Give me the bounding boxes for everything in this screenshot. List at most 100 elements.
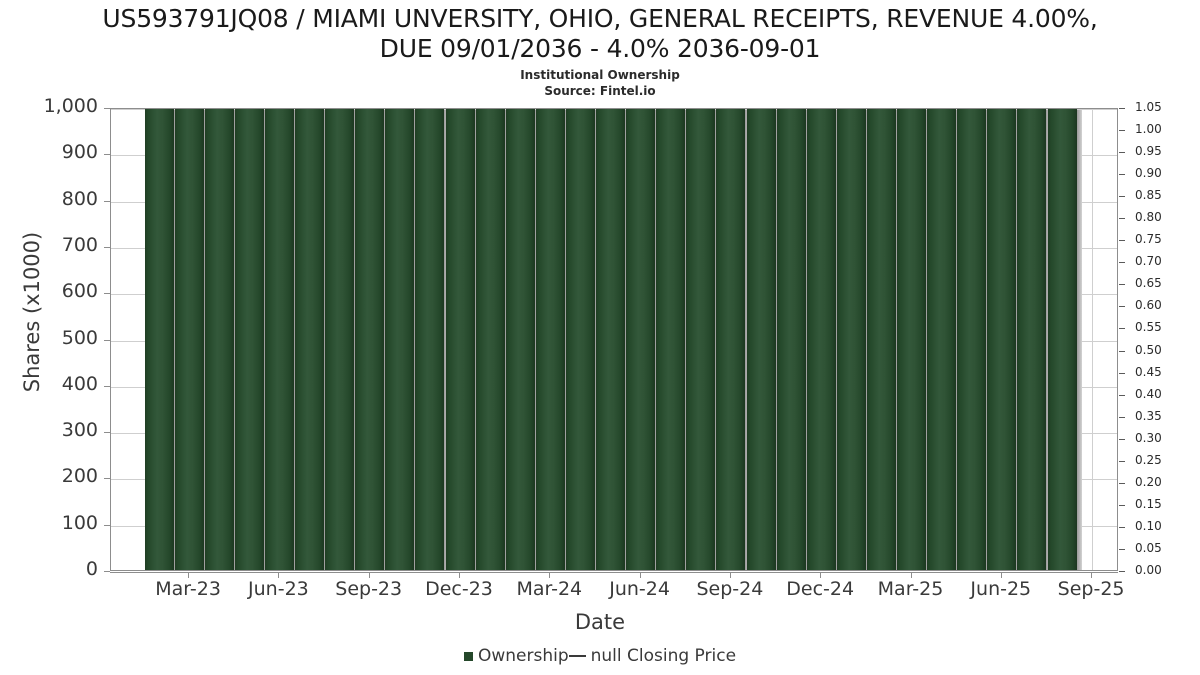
y-axis-label-left: Shares (x1000) bbox=[20, 231, 44, 393]
legend-label-closing-price: null Closing Price bbox=[590, 646, 737, 666]
y-axis-tickmark-right bbox=[1119, 328, 1125, 330]
x-axis-label: Date bbox=[574, 610, 626, 634]
bar[interactable] bbox=[777, 109, 811, 570]
y-axis-tickmark-right bbox=[1119, 394, 1125, 396]
y-axis-tick-right: 0.85 bbox=[1135, 188, 1162, 203]
y-axis-tick-left: 0 bbox=[85, 558, 98, 580]
bar[interactable] bbox=[235, 109, 269, 570]
x-axis-tick: Dec-23 bbox=[425, 578, 493, 600]
chart-legend: Ownership null Closing Price bbox=[0, 646, 1200, 666]
y-axis-tick-right: 0.90 bbox=[1135, 166, 1162, 181]
y-axis-tickmark-right bbox=[1119, 504, 1125, 506]
y-axis-tickmark-right bbox=[1119, 108, 1125, 109]
bar[interactable] bbox=[415, 109, 449, 570]
x-axis-tick: Jun-25 bbox=[970, 578, 1032, 600]
y-axis-tick-left: 500 bbox=[61, 326, 98, 349]
x-axis-tickmark bbox=[729, 572, 731, 578]
bar[interactable] bbox=[807, 109, 841, 570]
x-axis-tick: Jun-24 bbox=[609, 578, 670, 600]
y-axis-tickmark-left bbox=[104, 524, 110, 526]
bar[interactable] bbox=[265, 109, 299, 570]
y-axis-tick-right: 0.40 bbox=[1135, 386, 1162, 401]
y-axis-tick-left: 900 bbox=[61, 141, 98, 164]
y-axis-tick-left: 600 bbox=[61, 280, 98, 303]
bar[interactable] bbox=[476, 109, 510, 570]
y-axis-tickmark-left bbox=[104, 478, 110, 480]
y-axis-tick-left: 800 bbox=[61, 187, 98, 210]
bar[interactable] bbox=[686, 109, 720, 570]
y-axis-tickmark-left bbox=[104, 339, 110, 341]
x-axis-tick: Sep-23 bbox=[335, 578, 403, 600]
y-axis-tick-right: 0.75 bbox=[1135, 232, 1162, 247]
x-axis-tick: Mar-25 bbox=[877, 578, 944, 600]
x-axis-tickmark bbox=[188, 572, 190, 578]
y-axis-tickmark-left bbox=[104, 385, 110, 387]
y-axis-tickmark-right bbox=[1119, 372, 1125, 374]
bar[interactable] bbox=[355, 109, 389, 570]
y-axis-tick-right: 0.45 bbox=[1135, 364, 1162, 379]
y-axis-tickmark-right bbox=[1119, 218, 1125, 220]
legend-label-ownership: Ownership bbox=[477, 646, 569, 666]
bar[interactable] bbox=[205, 109, 239, 570]
x-axis-tickmark bbox=[278, 572, 280, 578]
y-axis-tickmark-right bbox=[1119, 240, 1125, 242]
bar[interactable] bbox=[566, 109, 600, 570]
y-axis-tickmark-left bbox=[104, 571, 110, 572]
y-axis-tick-right: 0.15 bbox=[1135, 496, 1162, 511]
bar[interactable] bbox=[295, 109, 329, 570]
y-axis-tick-right: 0.95 bbox=[1135, 144, 1162, 159]
bar[interactable] bbox=[626, 109, 660, 570]
x-axis-tick: Mar-23 bbox=[155, 578, 221, 600]
y-axis-tickmark-right bbox=[1119, 350, 1125, 352]
bar[interactable] bbox=[175, 109, 209, 570]
x-axis-tickmark bbox=[1000, 572, 1002, 578]
y-axis-tickmark-right bbox=[1119, 482, 1125, 484]
y-axis-tick-left: 1,000 bbox=[43, 95, 98, 117]
y-axis-tickmark-right bbox=[1119, 284, 1125, 286]
bar[interactable] bbox=[145, 109, 179, 570]
bar[interactable] bbox=[867, 109, 901, 570]
plot-area bbox=[110, 108, 1118, 571]
chart-title: US593791JQ08 / MIAMI UNVERSITY, OHIO, GE… bbox=[102, 4, 1098, 63]
bar[interactable] bbox=[506, 109, 540, 570]
y-axis-tickmark-right bbox=[1119, 416, 1125, 418]
y-axis-tick-right: 0.65 bbox=[1135, 276, 1162, 291]
bar[interactable] bbox=[1048, 109, 1082, 570]
y-axis-tick-left: 400 bbox=[61, 372, 98, 395]
y-axis-tickmark-left bbox=[104, 293, 110, 295]
x-axis-tickmark bbox=[368, 572, 370, 578]
y-axis-tick-right: 0.30 bbox=[1135, 430, 1162, 445]
y-axis-tickmark-right bbox=[1119, 571, 1125, 572]
bar[interactable] bbox=[1017, 109, 1051, 570]
bar[interactable] bbox=[656, 109, 690, 570]
bar[interactable] bbox=[596, 109, 630, 570]
x-axis-tickmark bbox=[820, 572, 822, 578]
bar[interactable] bbox=[927, 109, 961, 570]
bar[interactable] bbox=[385, 109, 419, 570]
legend-item-ownership[interactable]: Ownership bbox=[463, 646, 569, 666]
y-axis-tickmark-right bbox=[1119, 152, 1125, 154]
x-axis-tickmark bbox=[910, 572, 912, 578]
bar[interactable] bbox=[837, 109, 871, 570]
x-axis-tickmark bbox=[549, 572, 551, 578]
x-axis-tick: Sep-25 bbox=[1057, 578, 1125, 600]
y-axis-tickmark-left bbox=[104, 200, 110, 202]
bar[interactable] bbox=[716, 109, 750, 570]
y-axis-tick-left: 700 bbox=[61, 233, 98, 256]
y-axis-tick-right: 0.00 bbox=[1135, 563, 1162, 577]
x-axis-line bbox=[110, 572, 1118, 573]
y-axis-tickmark-right bbox=[1119, 262, 1125, 264]
legend-item-closing-price[interactable]: null Closing Price bbox=[568, 646, 737, 666]
y-axis-tickmark-left bbox=[104, 154, 110, 156]
x-axis-tick: Sep-24 bbox=[696, 578, 764, 600]
bar[interactable] bbox=[957, 109, 991, 570]
bar[interactable] bbox=[446, 109, 480, 570]
bar[interactable] bbox=[325, 109, 359, 570]
x-axis-tickmark bbox=[459, 572, 460, 578]
y-axis-tick-right: 0.35 bbox=[1135, 408, 1162, 423]
bar[interactable] bbox=[747, 109, 781, 570]
bar[interactable] bbox=[536, 109, 570, 570]
bar[interactable] bbox=[897, 109, 931, 570]
bar[interactable] bbox=[987, 109, 1021, 570]
